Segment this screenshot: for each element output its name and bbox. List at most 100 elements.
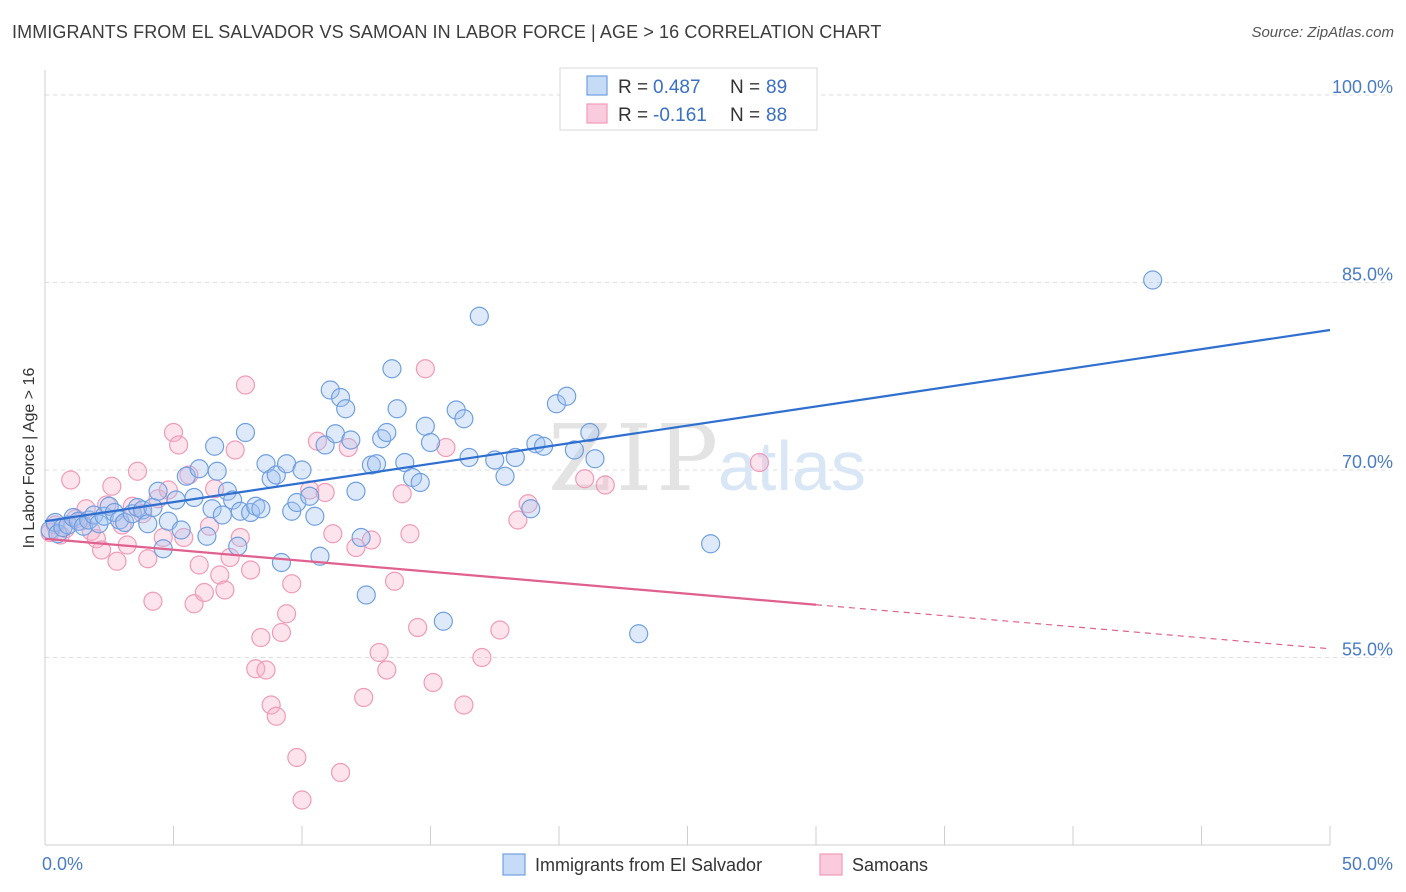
y-tick-label: 85.0% — [1342, 265, 1393, 285]
samoan-point — [210, 565, 230, 585]
el-salvador-point — [546, 394, 567, 414]
samoan-point — [169, 435, 189, 455]
bottom-legend-swatch-pink — [819, 853, 843, 876]
el-salvador-point — [377, 422, 397, 443]
samoan-trendline-extension — [815, 604, 1331, 650]
samoan-point — [235, 375, 256, 395]
el-salvador-point — [521, 499, 541, 519]
chart-title: IMMIGRANTS FROM EL SALVADOR VS SAMOAN IN… — [12, 22, 882, 42]
el-salvador-point — [228, 536, 248, 556]
samoan-point — [266, 706, 286, 726]
samoan-point — [261, 695, 281, 715]
el-salvador-point — [382, 359, 402, 379]
samoan-point — [749, 452, 770, 473]
samoan-point — [61, 470, 81, 490]
el-salvador-point — [320, 380, 340, 400]
el-salvador-point — [1143, 270, 1163, 290]
el-salvador-point — [197, 526, 217, 546]
el-salvador-point — [212, 505, 232, 525]
legend-r-value-2: -0.161 — [653, 105, 707, 126]
samoan-point — [102, 476, 122, 496]
samoan-point — [215, 580, 235, 600]
samoan-point — [415, 359, 435, 379]
el-salvador-point — [235, 422, 256, 443]
samoan-point — [518, 494, 538, 514]
samoan-point — [246, 659, 266, 679]
samoan-point — [377, 660, 397, 680]
bottom-legend: Immigrants from El Salvador Samoans — [502, 853, 928, 876]
el-salvador-point — [495, 466, 515, 486]
watermark-atlas: atlas — [718, 427, 866, 505]
bottom-legend-label-pink: Samoans — [852, 855, 928, 875]
source-label: Source: ZipAtlas.com — [1251, 24, 1394, 41]
samoan-point — [251, 627, 271, 648]
samoan-point — [220, 547, 240, 568]
el-salvador-point — [241, 502, 261, 523]
el-salvador-point — [356, 585, 376, 605]
samoan-point — [189, 555, 209, 575]
legend-swatch-blue — [586, 75, 608, 96]
legend-r-label-2: R = — [618, 105, 648, 126]
samoan-point — [490, 620, 510, 640]
y-axis-label: In Labor Force | Age > 16 — [21, 368, 38, 549]
el-salvador-point — [351, 527, 371, 548]
samoan-point — [354, 687, 374, 708]
samoan-point — [595, 475, 615, 495]
el-salvador-point — [336, 399, 356, 419]
trendlines — [44, 328, 1331, 650]
x-tick-label-end: 50.0% — [1342, 854, 1393, 874]
el-salvador-point — [202, 499, 222, 519]
y-tick-label: 70.0% — [1342, 452, 1393, 472]
samoan-point — [346, 537, 366, 558]
el-salvador-point — [564, 440, 585, 460]
samoan-point — [338, 437, 358, 458]
el-salvador-points — [40, 270, 1163, 644]
samoan-point — [330, 762, 351, 783]
bottom-legend-label-blue: Immigrants from El Salvador — [535, 855, 762, 875]
samoan-point — [241, 560, 261, 580]
legend-r-label-1: R = — [618, 77, 648, 98]
samoan-point — [143, 591, 163, 611]
el-salvador-point — [271, 552, 292, 573]
el-salvador-point — [310, 546, 330, 566]
el-salvador-point — [433, 611, 453, 631]
samoan-point — [225, 440, 245, 460]
samoan-point — [392, 484, 412, 504]
samoan-point — [575, 469, 595, 489]
el-salvador-point — [305, 506, 325, 526]
samoan-point — [163, 422, 184, 443]
samoan-point — [508, 510, 528, 530]
samoan-point — [107, 551, 127, 571]
el-salvador-point — [341, 430, 361, 450]
samoan-point — [436, 437, 456, 458]
el-salvador-point — [223, 490, 243, 510]
legend-n-label-2: N = — [730, 105, 760, 126]
samoan-point — [315, 482, 335, 503]
el-salvador-trendline — [44, 328, 1331, 523]
samoan-point — [91, 540, 112, 560]
el-salvador-point — [189, 459, 209, 479]
samoan-point — [400, 524, 420, 544]
legend-r-value-1: 0.487 — [653, 77, 701, 98]
legend-n-value-2: 88 — [766, 105, 787, 126]
el-salvador-point — [410, 472, 430, 493]
x-tick-labels: 0.0% 50.0% — [42, 854, 1393, 874]
el-salvador-point — [372, 429, 392, 449]
samoan-point — [194, 582, 214, 603]
el-salvador-point — [205, 436, 225, 456]
el-salvador-point — [251, 499, 271, 519]
el-salvador-point — [346, 481, 366, 501]
samoan-point — [271, 622, 292, 643]
el-salvador-point — [292, 460, 312, 480]
samoan-point — [256, 660, 276, 680]
samoan-point — [472, 647, 492, 668]
samoan-point — [282, 574, 302, 594]
samoan-point — [287, 747, 307, 768]
el-salvador-point — [580, 422, 600, 443]
bottom-legend-swatch-blue — [502, 853, 526, 876]
samoan-point — [127, 461, 148, 481]
y-tick-labels: 55.0% 70.0% 85.0% 100.0% — [1332, 77, 1393, 660]
legend-n-value-1: 89 — [766, 77, 787, 98]
el-salvador-point — [148, 481, 168, 501]
legend-swatch-pink — [586, 103, 608, 124]
